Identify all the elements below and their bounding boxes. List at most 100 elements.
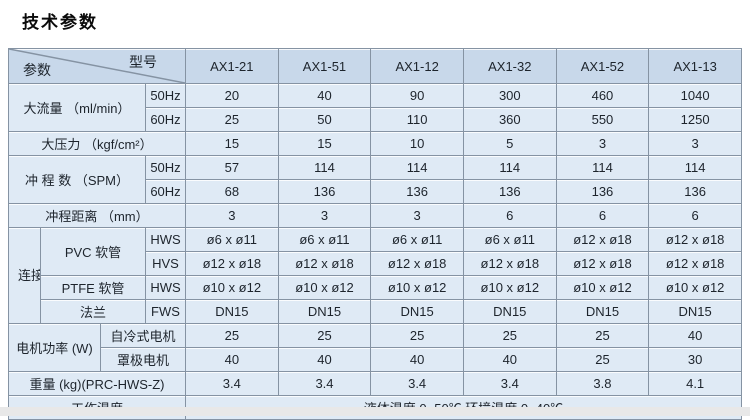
data-cell: 20 <box>185 83 279 108</box>
corner-label-param: 参数 <box>23 62 51 78</box>
variant-label: FWS <box>145 299 186 324</box>
data-cell: 25 <box>462 323 557 348</box>
data-cell: DN15 <box>185 299 279 324</box>
data-cell: 57 <box>185 155 279 180</box>
data-cell: DN15 <box>277 299 372 324</box>
data-cell: ø12 x ø18 <box>555 227 650 252</box>
data-cell: 136 <box>462 179 557 204</box>
data-cell: 136 <box>370 179 464 204</box>
freq-label: 50Hz <box>145 155 186 180</box>
variant-label: HWS <box>145 227 186 252</box>
data-cell: 40 <box>277 83 372 108</box>
data-cell: 10 <box>370 131 464 156</box>
model-header: AX1-12 <box>370 48 464 84</box>
data-cell: 30 <box>648 347 742 372</box>
data-cell: DN15 <box>555 299 650 324</box>
model-header: AX1-13 <box>648 48 742 84</box>
pvc-hvs-row: HVS ø12 x ø18 ø12 x ø18 ø12 x ø18 ø12 x … <box>9 251 742 276</box>
data-cell: 1250 <box>648 107 742 132</box>
data-cell: 6 <box>555 203 650 228</box>
data-cell: 40 <box>370 347 464 372</box>
model-header: AX1-51 <box>277 48 372 84</box>
data-cell: 136 <box>648 179 742 204</box>
weight-row: 重量 (kg)(PRC-HWS-Z) 3.4 3.4 3.4 3.4 3.8 4… <box>8 371 742 396</box>
row-label-stroke: 冲 程 数 （SPM） <box>8 155 146 204</box>
data-cell: 25 <box>185 107 279 132</box>
data-cell: 25 <box>555 347 650 372</box>
data-cell: 40 <box>185 347 279 372</box>
bottom-strip <box>0 407 750 416</box>
data-cell: ø12 x ø18 <box>370 251 464 276</box>
corner-label-model: 型号 <box>129 54 157 70</box>
row-label-pressure: 大压力 （kgf/cm²） <box>8 131 186 156</box>
row-label-motor-power: 电机功率 (W) <box>8 323 101 372</box>
data-cell: 114 <box>370 155 464 180</box>
data-cell: 3.4 <box>370 371 464 396</box>
data-cell: ø10 x ø12 <box>370 275 464 300</box>
freq-label: 60Hz <box>145 179 186 204</box>
freq-label: 50Hz <box>145 83 186 108</box>
data-cell: 3.4 <box>277 371 372 396</box>
row-label-flange: 法兰 <box>40 299 146 324</box>
motor-self-cooled-row: 电机功率 (W) 自冷式电机 25 25 25 25 25 40 <box>8 323 742 372</box>
data-cell: ø10 x ø12 <box>648 275 742 300</box>
data-cell: ø12 x ø18 <box>277 251 372 276</box>
data-cell: ø6 x ø11 <box>277 227 372 252</box>
variant-label: HWS <box>145 275 186 300</box>
flange-fws-row: 法兰 FWS DN15 DN15 DN15 DN15 DN15 DN15 <box>9 299 742 324</box>
flow-50hz-row: 大流量 （ml/min） 50Hz 20 40 90 300 460 1040 <box>8 83 742 132</box>
data-cell: 40 <box>462 347 557 372</box>
data-cell: 3.8 <box>555 371 650 396</box>
data-cell: 25 <box>555 323 650 348</box>
data-cell: 1040 <box>648 83 742 108</box>
data-cell: ø12 x ø18 <box>648 227 742 252</box>
page-title: 技术参数 <box>22 13 98 32</box>
data-cell: ø6 x ø11 <box>462 227 557 252</box>
data-cell: 15 <box>277 131 372 156</box>
data-cell: ø10 x ø12 <box>185 275 279 300</box>
data-cell: 3.4 <box>185 371 279 396</box>
ptfe-hws-row: PTFE 软管 HWS ø10 x ø12 ø10 x ø12 ø10 x ø1… <box>9 275 742 300</box>
data-cell: 15 <box>185 131 279 156</box>
data-cell: 114 <box>648 155 742 180</box>
pressure-row: 大压力 （kgf/cm²） 15 15 10 5 3 3 <box>8 131 742 156</box>
data-cell: ø12 x ø18 <box>648 251 742 276</box>
variant-label: HVS <box>145 251 186 276</box>
data-cell: 25 <box>277 323 372 348</box>
table-header-row: 型号 参数 AX1-21 AX1-51 AX1-12 AX1-32 AX1-52… <box>8 48 742 84</box>
data-cell: ø6 x ø11 <box>185 227 279 252</box>
data-cell: 3 <box>555 131 650 156</box>
data-cell: 114 <box>462 155 557 180</box>
data-cell: 3 <box>185 203 279 228</box>
data-cell: 3 <box>648 131 742 156</box>
corner-header-cell: 型号 参数 <box>8 48 186 84</box>
row-label-stroke-distance: 冲程距离 （mm） <box>8 203 186 228</box>
data-cell: ø12 x ø18 <box>555 251 650 276</box>
data-cell: 300 <box>462 83 557 108</box>
motor-type-label: 罩极电机 <box>100 347 186 372</box>
data-cell: 40 <box>277 347 372 372</box>
data-cell: 550 <box>555 107 650 132</box>
data-cell: DN15 <box>648 299 742 324</box>
data-cell: 90 <box>370 83 464 108</box>
data-cell: 460 <box>555 83 650 108</box>
model-header: AX1-52 <box>555 48 650 84</box>
data-cell: 25 <box>185 323 279 348</box>
data-cell: 4.1 <box>648 371 742 396</box>
stroke-50hz-row: 冲 程 数 （SPM） 50Hz 57 114 114 114 114 114 <box>8 155 742 204</box>
data-cell: 25 <box>370 323 464 348</box>
diagonal-line <box>9 49 185 83</box>
stroke-60hz-row: 60Hz 68 136 136 136 136 136 <box>9 179 742 204</box>
data-cell: 114 <box>277 155 372 180</box>
freq-label: 60Hz <box>145 107 186 132</box>
stroke-distance-row: 冲程距离 （mm） 3 3 3 6 6 6 <box>8 203 742 228</box>
data-cell: 3 <box>277 203 372 228</box>
data-cell: ø10 x ø12 <box>277 275 372 300</box>
data-cell: 3 <box>370 203 464 228</box>
data-cell: ø12 x ø18 <box>462 251 557 276</box>
model-header: AX1-21 <box>185 48 279 84</box>
data-cell: 68 <box>185 179 279 204</box>
row-label-ptfe-hose: PTFE 软管 <box>40 275 146 300</box>
data-cell: 110 <box>370 107 464 132</box>
data-cell: 40 <box>648 323 742 348</box>
